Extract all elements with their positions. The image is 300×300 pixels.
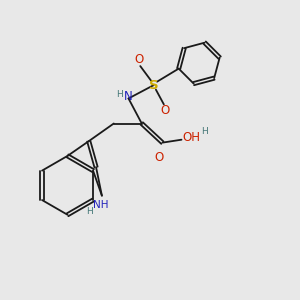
- Text: N: N: [124, 90, 133, 103]
- Text: O: O: [155, 151, 164, 164]
- Text: H: H: [86, 207, 93, 216]
- Text: H: H: [201, 127, 208, 136]
- Text: NH: NH: [93, 200, 108, 210]
- Text: OH: OH: [183, 131, 201, 144]
- Text: S: S: [149, 79, 158, 92]
- Text: O: O: [134, 53, 143, 66]
- Text: H: H: [116, 90, 122, 99]
- Text: O: O: [161, 104, 170, 117]
